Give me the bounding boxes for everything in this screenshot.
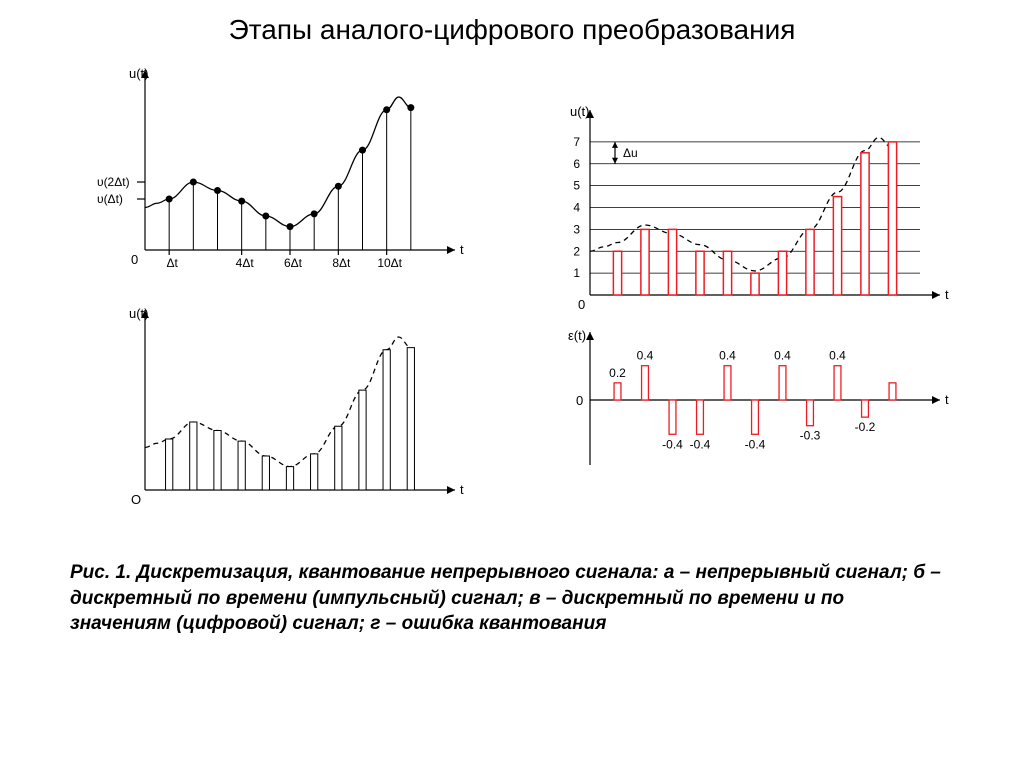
svg-text:u(t): u(t) bbox=[129, 66, 149, 81]
chart-a-sampled-signal: υ(2Δt)υ(Δt)Δt4Δt6Δt8Δt10Δtu(t)t0 bbox=[55, 60, 455, 285]
svg-text:0.4: 0.4 bbox=[829, 349, 846, 363]
chart-b-impulse-signal: u(t)tO bbox=[55, 300, 455, 525]
svg-text:u(t): u(t) bbox=[570, 104, 590, 119]
svg-text:7: 7 bbox=[573, 135, 580, 149]
chart-d-quantization-error: 0.20.4-0.4-0.40.4-0.40.4-0.30.4-0.2ε(t)t… bbox=[520, 360, 950, 505]
svg-text:0: 0 bbox=[576, 393, 583, 408]
svg-text:t: t bbox=[945, 287, 949, 302]
figure-caption: Рис. 1. Дискретизация, квантование непре… bbox=[70, 560, 950, 637]
svg-text:0: 0 bbox=[578, 297, 585, 312]
svg-text:3: 3 bbox=[573, 222, 580, 236]
svg-text:0.4: 0.4 bbox=[774, 349, 791, 363]
chart-c-quantized-signal: 1 2 3 4 5 6 7 Δu u(t) t 0 bbox=[520, 95, 950, 340]
svg-text:4: 4 bbox=[573, 201, 580, 215]
svg-text:-0.2: -0.2 bbox=[855, 420, 876, 434]
svg-text:-0.4: -0.4 bbox=[690, 437, 711, 451]
svg-text:ε(t): ε(t) bbox=[568, 328, 586, 343]
svg-text:υ(2Δt): υ(2Δt) bbox=[97, 175, 130, 189]
svg-text:0.2: 0.2 bbox=[609, 366, 626, 380]
svg-text:-0.3: -0.3 bbox=[800, 429, 821, 443]
svg-text:8Δt: 8Δt bbox=[332, 256, 351, 270]
svg-text:u(t): u(t) bbox=[129, 306, 149, 321]
svg-text:t: t bbox=[945, 392, 949, 407]
svg-text:2: 2 bbox=[573, 244, 580, 258]
svg-text:O: O bbox=[131, 492, 141, 507]
svg-text:Δu: Δu bbox=[623, 146, 638, 160]
svg-text:0.4: 0.4 bbox=[719, 349, 736, 363]
svg-text:υ(Δt): υ(Δt) bbox=[97, 192, 123, 206]
svg-text:0: 0 bbox=[131, 252, 138, 267]
svg-text:4Δt: 4Δt bbox=[236, 256, 255, 270]
svg-text:1: 1 bbox=[573, 266, 580, 280]
svg-text:Δt: Δt bbox=[166, 256, 178, 270]
svg-text:10Δt: 10Δt bbox=[377, 256, 402, 270]
svg-text:t: t bbox=[460, 242, 464, 257]
svg-text:6: 6 bbox=[573, 157, 580, 171]
svg-text:6Δt: 6Δt bbox=[284, 256, 303, 270]
svg-text:0.4: 0.4 bbox=[637, 349, 654, 363]
svg-text:t: t bbox=[460, 482, 464, 497]
page-title: Этапы аналого-цифрового преобразования bbox=[0, 14, 1024, 46]
svg-text:-0.4: -0.4 bbox=[745, 437, 766, 451]
svg-text:5: 5 bbox=[573, 179, 580, 193]
svg-text:-0.4: -0.4 bbox=[662, 437, 683, 451]
